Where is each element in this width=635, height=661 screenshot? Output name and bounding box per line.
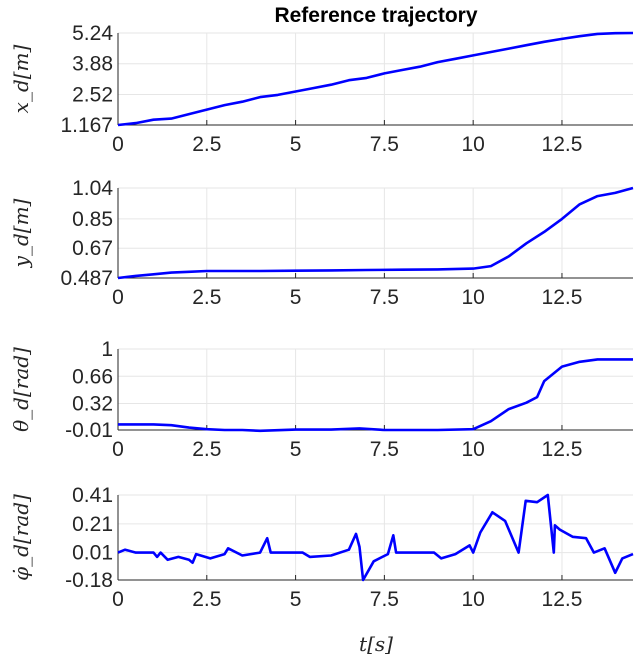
x-tick-label: 7.5: [370, 286, 399, 309]
series-line: [118, 358, 633, 433]
subplot-4: 0 2.5 5 7.5 10 12.5 -0.18 0.01 0.21 0.41 φ̇_d[rad]: [9, 484, 634, 611]
subplot-3: 0 2.5 5 7.5 10 12.5 -0.01 0.32 0.66 1 θ_d[rad]: [9, 338, 633, 461]
chart-title: Reference trajectory: [274, 4, 477, 27]
series-line: [117, 493, 634, 582]
x-tick-label: 5: [290, 588, 302, 611]
series-line: [117, 31, 634, 127]
y-tick-label: 0.66: [72, 365, 113, 388]
y-tick-label: 0.67: [72, 237, 113, 260]
x-tick-label: 0: [112, 286, 124, 309]
y-tick-label: -0.18: [65, 569, 113, 592]
x-tick-label: 12.5: [542, 133, 583, 156]
x-axis-label: t[s]: [359, 632, 393, 656]
x-tick-label: 12.5: [542, 588, 583, 611]
x-tick-label: 5: [290, 286, 302, 309]
x-tick-label: 2.5: [192, 286, 221, 309]
y-tick-label: -0.01: [65, 419, 113, 442]
y-tick-label: 5.24: [72, 22, 113, 45]
y-tick-label: 0.487: [60, 267, 113, 290]
x-tick-label: 7.5: [370, 438, 399, 461]
x-tick-label: 10: [461, 438, 484, 461]
x-tick-label: 7.5: [370, 588, 399, 611]
y-axis-label: φ̇_d[rad]: [9, 494, 33, 581]
x-tick-label: 10: [461, 133, 484, 156]
x-tick-label: 10: [461, 286, 484, 309]
y-axis-label: x_d[m]: [9, 44, 33, 113]
x-tick-label: 5: [290, 133, 302, 156]
subplot-1: 0 2.5 5 7.5 10 12.5 1.167 2.52 3.88 5.24 x_d[m]: [9, 22, 634, 156]
x-tick-label: 2.5: [192, 133, 221, 156]
x-tick-label: 12.5: [542, 438, 583, 461]
y-tick-label: 1.167: [60, 114, 113, 137]
x-tick-label: 12.5: [542, 286, 583, 309]
y-tick-label: 0.41: [72, 484, 113, 507]
y-tick-label: 1.04: [72, 177, 113, 200]
y-tick-label: 0.85: [72, 208, 113, 231]
y-tick-label: 0.32: [72, 393, 113, 416]
x-tick-label: 0: [112, 588, 124, 611]
y-axis-label: y_d[m]: [9, 198, 33, 268]
series-line: [117, 186, 634, 280]
subplot-2: 0 2.5 5 7.5 10 12.5 0.487 0.67 0.85 1.04 y_d[m]: [9, 177, 634, 309]
x-tick-label: 2.5: [192, 438, 221, 461]
y-axis-label: θ_d[rad]: [9, 347, 33, 432]
x-tick-label: 10: [461, 588, 484, 611]
y-tick-label: 0.21: [72, 513, 113, 536]
x-tick-label: 5: [290, 438, 302, 461]
x-tick-label: 2.5: [192, 588, 221, 611]
y-tick-label: 0.01: [72, 542, 113, 565]
y-tick-label: 1: [101, 338, 113, 361]
x-tick-label: 7.5: [370, 133, 399, 156]
y-tick-label: 3.88: [72, 53, 113, 76]
x-tick-label: 0: [112, 438, 124, 461]
y-tick-label: 2.52: [72, 83, 113, 106]
x-tick-label: 0: [112, 133, 124, 156]
